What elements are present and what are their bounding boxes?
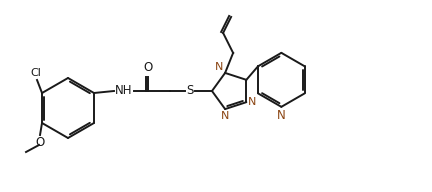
- Text: N: N: [248, 97, 257, 107]
- Text: N: N: [221, 111, 229, 121]
- Text: O: O: [143, 61, 152, 74]
- Text: N: N: [277, 109, 286, 122]
- Text: S: S: [186, 84, 194, 98]
- Text: O: O: [35, 136, 44, 149]
- Text: NH: NH: [115, 84, 133, 98]
- Text: Cl: Cl: [31, 68, 41, 78]
- Text: N: N: [215, 62, 223, 72]
